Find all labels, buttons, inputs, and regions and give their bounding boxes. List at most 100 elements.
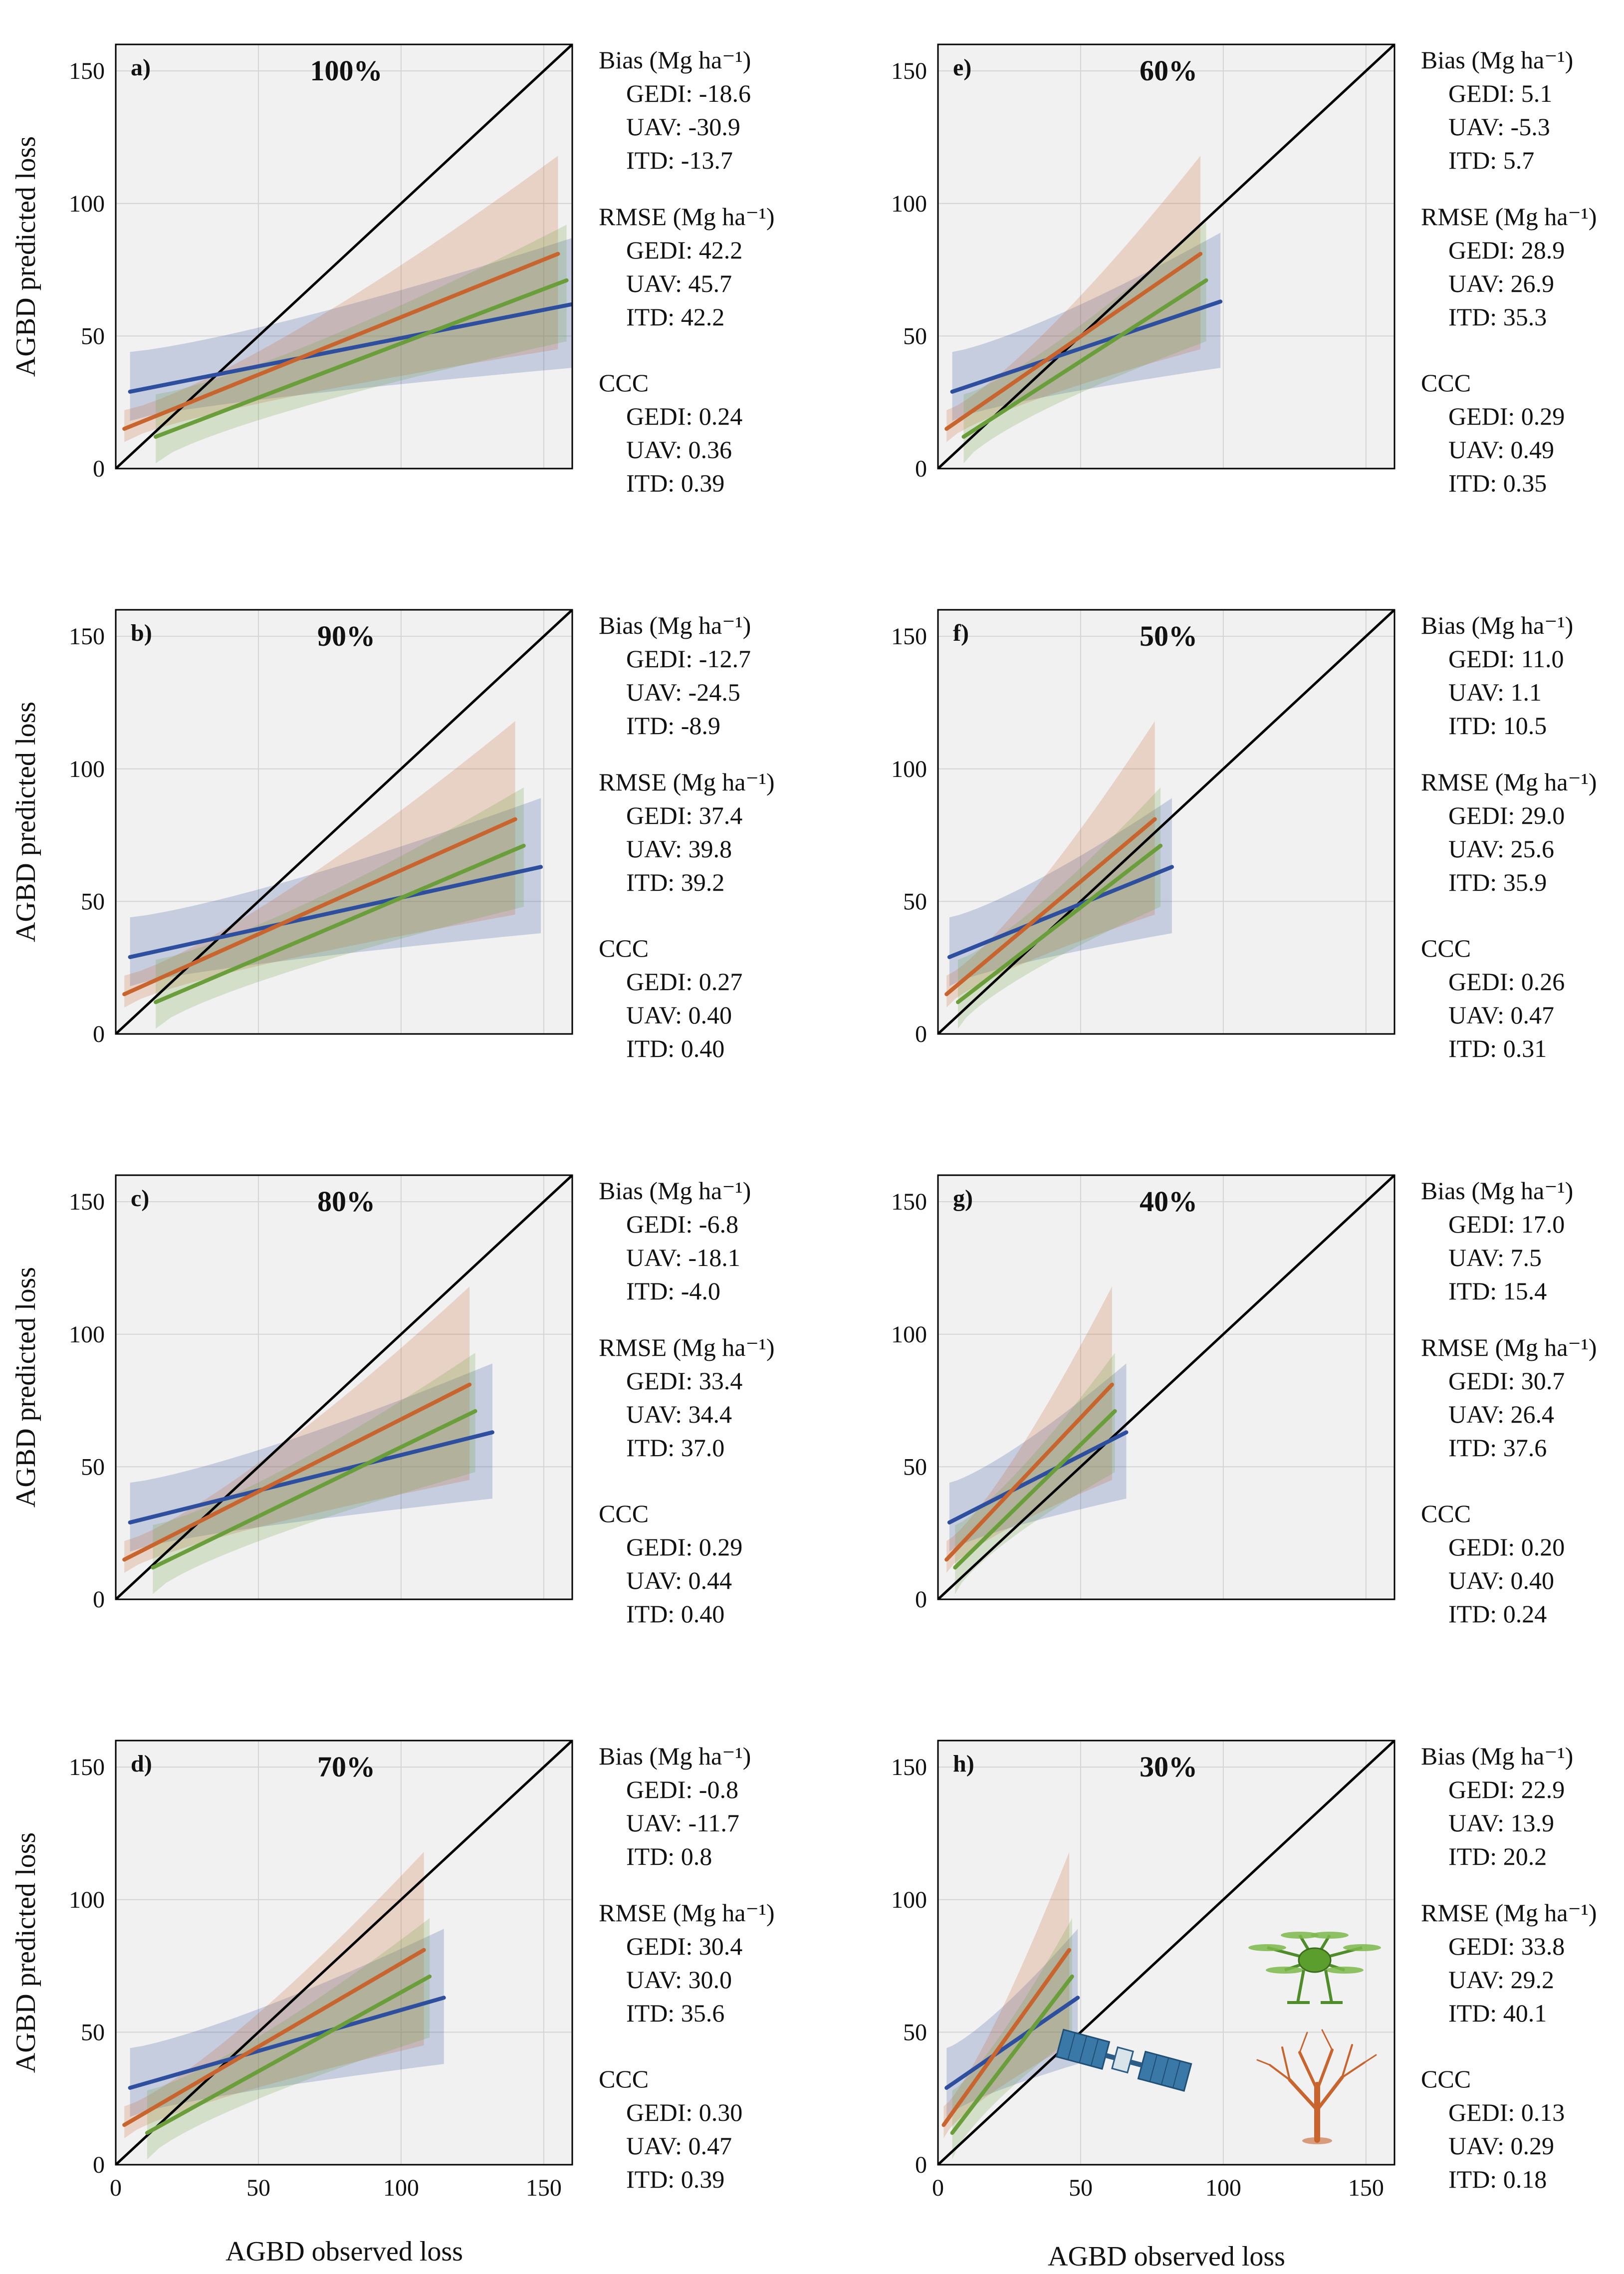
line-itd <box>944 1382 1114 1562</box>
panel-h: 0 50 100 150 0 50 100 150 h) 30% Bias (Mg ha⁻¹) GED… <box>891 1740 1597 2201</box>
line-gedi <box>947 1430 1129 1524</box>
x-tick-label: 150 <box>1348 2175 1384 2201</box>
y-tick-label: 150 <box>69 1189 105 1215</box>
bias-heading: Bias (Mg ha⁻¹) <box>599 1742 751 1770</box>
y-tick-label: 150 <box>891 58 927 84</box>
bias-heading: Bias (Mg ha⁻¹) <box>599 1177 751 1205</box>
rmse-itd-value: ITD: 37.6 <box>1448 1434 1547 1462</box>
y-tick-label: 0 <box>93 2152 105 2178</box>
line-uav <box>956 843 1163 1005</box>
rmse-heading: RMSE (Mg ha⁻¹) <box>599 1333 775 1361</box>
panel-percentage: 80% <box>317 1185 375 1218</box>
ccc-uav-value: UAV: 0.40 <box>1448 1566 1554 1594</box>
bias-uav-value: UAV: 1.1 <box>1448 678 1542 706</box>
bias-heading: Bias (Mg ha⁻¹) <box>1421 1742 1573 1770</box>
y-tick-label: 50 <box>903 888 927 915</box>
bias-uav-value: UAV: -5.3 <box>1448 113 1550 141</box>
panel-a: 0 50 100 150 AGBD predicted loss a) 100% Bias (… <box>10 43 775 497</box>
one-to-one-line <box>116 1175 572 1599</box>
line-itd <box>122 1948 426 2127</box>
ccc-uav-value: UAV: 0.49 <box>1448 436 1554 464</box>
rmse-uav-value: UAV: 26.4 <box>1448 1400 1554 1428</box>
line-gedi <box>128 1996 446 2090</box>
y-tick-label: 50 <box>81 323 105 349</box>
bias-heading: Bias (Mg ha⁻¹) <box>599 611 751 639</box>
y-tick-label: 100 <box>69 1321 105 1348</box>
line-uav <box>950 1974 1074 2135</box>
band-gedi <box>130 1929 444 2117</box>
bias-gedi-value: GEDI: 5.1 <box>1448 79 1552 107</box>
ccc-uav-value: UAV: 0.36 <box>626 436 732 464</box>
y-tick-label: 50 <box>81 2019 105 2045</box>
line-itd <box>944 817 1157 997</box>
data-area <box>938 1175 1394 1599</box>
data-area <box>938 1741 1394 2165</box>
bias-itd-value: ITD: -4.0 <box>626 1277 720 1305</box>
y-tick-label: 100 <box>69 1887 105 1913</box>
rmse-gedi-value: GEDI: 42.2 <box>626 236 742 264</box>
ccc-gedi-value: GEDI: 0.29 <box>1448 402 1565 430</box>
y-tick-label: 100 <box>891 191 927 217</box>
band-uav <box>963 222 1206 464</box>
panel-frame <box>115 1174 573 1600</box>
rmse-itd-value: ITD: 40.1 <box>1448 1999 1547 2027</box>
panel-letter: f) <box>953 620 969 646</box>
panel-g: 0 50 100 150 g) 40% Bias (Mg ha⁻¹) GEDI: 17.0 UA… <box>891 1174 1597 1628</box>
ccc-heading: CCC <box>1421 2065 1471 2093</box>
band-gedi <box>952 233 1221 421</box>
y-tick-label: 0 <box>93 1586 105 1613</box>
line-gedi <box>944 1996 1080 2090</box>
ccc-uav-value: UAV: 0.44 <box>626 1566 732 1594</box>
rmse-gedi-value: GEDI: 37.4 <box>626 801 742 829</box>
panel-frame <box>115 609 573 1035</box>
rmse-itd-value: ITD: 39.2 <box>626 868 724 896</box>
line-uav <box>145 1974 432 2135</box>
ccc-uav-value: UAV: 0.29 <box>1448 2132 1554 2160</box>
y-tick-label: 150 <box>891 623 927 650</box>
bias-gedi-value: GEDI: -18.6 <box>626 79 751 107</box>
y-tick-label: 50 <box>903 1454 927 1480</box>
y-tick-label: 50 <box>903 2019 927 2045</box>
panels: 0 50 100 150 AGBD predicted loss a) 100% Bias (… <box>10 43 1597 2201</box>
band-gedi <box>946 1929 1078 2117</box>
rmse-heading: RMSE (Mg ha⁻¹) <box>599 203 775 231</box>
bias-uav-value: UAV: -24.5 <box>626 678 740 706</box>
x-tick-label: 50 <box>246 2175 270 2201</box>
rmse-itd-value: ITD: 42.2 <box>626 303 724 331</box>
ccc-itd-value: ITD: 0.24 <box>1448 1600 1547 1628</box>
y-tick-label: 0 <box>915 2152 927 2178</box>
y-tick-label: 100 <box>891 1321 927 1348</box>
y-tick-label: 150 <box>69 1754 105 1780</box>
bias-gedi-value: GEDI: 17.0 <box>1448 1210 1565 1238</box>
rmse-uav-value: UAV: 26.9 <box>1448 269 1554 297</box>
bias-itd-value: ITD: 20.2 <box>1448 1842 1547 1870</box>
bias-gedi-value: GEDI: -0.8 <box>626 1775 738 1803</box>
ccc-gedi-value: GEDI: 0.24 <box>626 402 742 430</box>
band-uav <box>955 1352 1115 1594</box>
rmse-uav-value: UAV: 45.7 <box>626 269 732 297</box>
stats-block: Bias (Mg ha⁻¹) GEDI: 11.0 UAV: 1.1 ITD: 10.… <box>1421 611 1597 1062</box>
y-tick-label: 0 <box>915 1021 927 1047</box>
stats-block: Bias (Mg ha⁻¹) GEDI: 22.9 UAV: 13.9 ITD: 20… <box>1421 1742 1597 2193</box>
x-tick-label: 50 <box>1069 2175 1093 2201</box>
one-to-one-line <box>938 44 1394 469</box>
y-tick-label: 0 <box>915 1586 927 1613</box>
ccc-itd-value: ITD: 0.31 <box>1448 1034 1547 1062</box>
one-to-one-line <box>938 1741 1394 2165</box>
ccc-itd-value: ITD: 0.35 <box>1448 469 1547 497</box>
bias-heading: Bias (Mg ha⁻¹) <box>1421 611 1573 639</box>
panel-b: 0 50 100 150 AGBD predicted loss b) 90% Bias (M… <box>10 609 775 1062</box>
x-axis-label-left: AGBD observed loss <box>226 2236 463 2267</box>
line-itd <box>122 1382 472 1562</box>
line-itd <box>122 252 560 431</box>
panel-frame <box>937 1174 1395 1600</box>
ccc-itd-value: ITD: 0.39 <box>626 2165 724 2193</box>
bias-uav-value: UAV: -18.1 <box>626 1244 740 1271</box>
panel-percentage: 90% <box>317 620 375 652</box>
y-tick-label: 150 <box>69 623 105 650</box>
bias-heading: Bias (Mg ha⁻¹) <box>1421 1177 1573 1205</box>
ccc-gedi-value: GEDI: 0.27 <box>626 968 742 996</box>
ccc-uav-value: UAV: 0.47 <box>1448 1001 1554 1029</box>
ccc-gedi-value: GEDI: 0.13 <box>1448 2098 1565 2126</box>
